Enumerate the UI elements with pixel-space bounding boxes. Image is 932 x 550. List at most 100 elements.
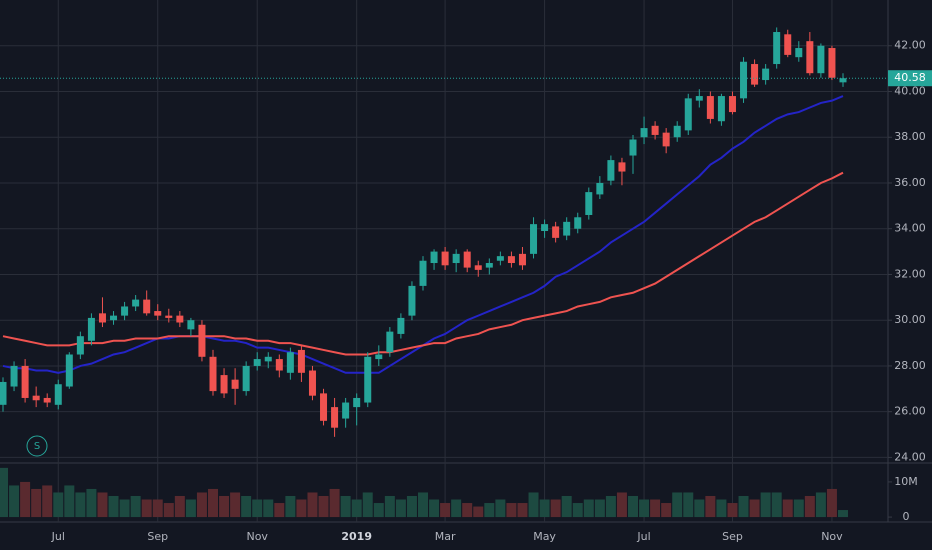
candle-body [530, 224, 538, 254]
candle-body [507, 256, 515, 264]
last-price-label: 40.58 [894, 71, 926, 84]
volume-bar [683, 492, 694, 518]
volume-bar [661, 503, 672, 518]
volume-bar [230, 492, 241, 518]
volume-bar [705, 495, 716, 518]
symbol-icon[interactable] [26, 435, 48, 457]
candle-body [198, 324, 206, 357]
candle-body [375, 354, 383, 360]
candle-body [342, 402, 350, 419]
candle-body [21, 365, 29, 398]
volume-bar [550, 499, 561, 518]
y-tick-label: 42.00 [894, 39, 926, 52]
volume-bar [605, 495, 616, 518]
volume-bar [97, 492, 108, 518]
volume-bar [318, 495, 329, 518]
candle-body [54, 384, 62, 405]
candle-body [485, 263, 493, 268]
volume-bar [594, 499, 605, 518]
volume-bar [174, 495, 185, 518]
candle-body [673, 125, 681, 138]
volume-bar [451, 499, 462, 518]
candle-body [143, 299, 151, 314]
candle-body [463, 251, 471, 268]
volume-bar [329, 488, 340, 518]
candle-body [684, 98, 692, 131]
volume-bar [793, 499, 804, 518]
volume-bar [539, 499, 550, 518]
volume-bar [108, 495, 119, 518]
volume-bar [462, 503, 473, 518]
volume-bar [351, 499, 362, 518]
volume-bar [0, 467, 8, 518]
volume-bar [639, 499, 650, 518]
volume-bar [583, 499, 594, 518]
x-tick-label: Nov [246, 530, 268, 543]
moving-average [2, 171, 844, 356]
candle-body [253, 359, 261, 366]
volume-bar [406, 495, 417, 518]
candle-body [209, 356, 217, 392]
y-tick-label: 38.00 [894, 130, 926, 143]
candle-body [717, 96, 725, 122]
volume-bar [9, 485, 20, 518]
volume-bar [716, 499, 727, 518]
volume-tick-label: 0 [903, 510, 910, 523]
candle-body [231, 379, 239, 389]
candle-body [165, 315, 173, 318]
candle-body [320, 393, 328, 421]
volume-bar [64, 485, 75, 518]
candle-body [574, 217, 582, 229]
volume-bar [285, 495, 296, 518]
volume-bar [738, 495, 749, 518]
candle-body [297, 349, 305, 373]
volume-bar [528, 492, 539, 518]
candle-body [740, 61, 748, 99]
volume-bar [495, 499, 506, 518]
candle-body [552, 226, 560, 238]
y-tick-label: 28.00 [894, 359, 926, 372]
volume-bar [749, 499, 760, 518]
x-tick-label: Nov [821, 530, 843, 543]
volume-tick-label: 10M [894, 475, 918, 488]
volume-bar [208, 488, 218, 518]
volume-bar [815, 492, 826, 518]
volume-bar [152, 499, 163, 518]
last-price-box [888, 70, 932, 87]
symbol-icon-letter: S [34, 441, 40, 452]
candle-body [662, 132, 670, 147]
y-tick-label: 30.00 [894, 313, 926, 326]
candle-body [496, 256, 504, 261]
volume-bar [163, 503, 174, 518]
candle-body [286, 352, 294, 373]
candle-body [32, 395, 40, 401]
candle-body [65, 354, 73, 387]
candle-body [397, 317, 405, 334]
volume-bar [196, 492, 207, 518]
volume-bar [760, 492, 771, 518]
y-tick-label: 26.00 [894, 405, 926, 418]
volume-bar [771, 492, 782, 518]
volume-bar [561, 495, 572, 518]
volume-bar [252, 499, 263, 518]
volume-bar [694, 499, 705, 518]
volume-bar [130, 495, 141, 518]
candle-body [364, 356, 372, 403]
y-tick-label: 40.00 [894, 84, 926, 97]
x-tick-label: 2019 [341, 530, 372, 543]
candle-body [154, 311, 162, 316]
candle-body [176, 315, 184, 323]
volume-bar [75, 492, 86, 518]
volume-bar [395, 499, 406, 518]
y-tick-label: 24.00 [894, 450, 926, 463]
candle-body [640, 128, 648, 138]
candle-body [695, 96, 703, 101]
candle-body [563, 221, 571, 236]
candle-body [762, 68, 770, 81]
volume-bar [804, 495, 815, 518]
volume-bar [650, 499, 661, 518]
x-tick-label: Sep [722, 530, 743, 543]
x-tick-label: Jul [51, 530, 65, 543]
